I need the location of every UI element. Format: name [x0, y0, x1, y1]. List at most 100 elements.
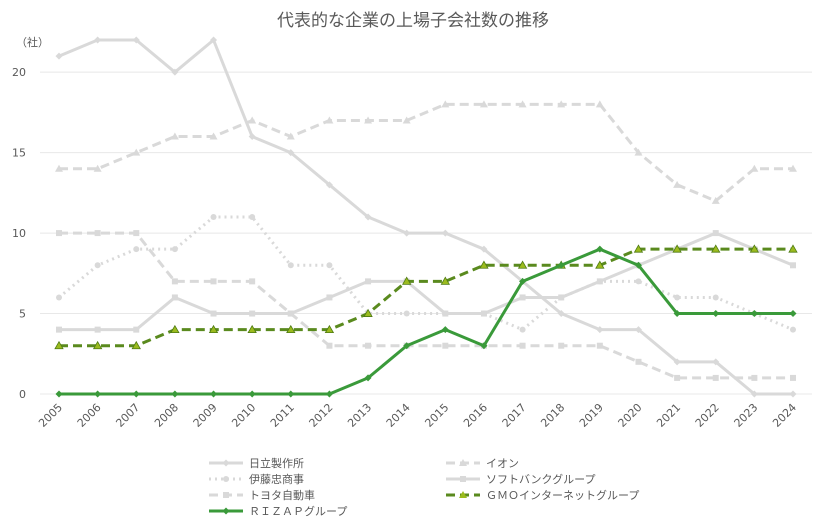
- data-point: [596, 326, 604, 334]
- data-point: [790, 326, 796, 333]
- y-axis-tick-labels: 0 5 10 15 20: [12, 66, 26, 401]
- legend-label: イオン: [486, 457, 519, 470]
- legend-marker: [459, 459, 467, 466]
- y-tick-label: 10: [12, 227, 26, 240]
- data-point: [480, 245, 488, 253]
- data-point: [673, 180, 682, 188]
- legend-label: トヨタ自動車: [249, 488, 315, 502]
- data-point-outline: [92, 340, 103, 350]
- legend-marker: [222, 507, 230, 515]
- data-point: [132, 36, 140, 44]
- series-group: [54, 36, 798, 398]
- data-point: [595, 261, 604, 269]
- legend-label: 日立製作所: [249, 456, 304, 470]
- data-point: [518, 261, 527, 269]
- series-line: [59, 247, 793, 348]
- data-point: [789, 245, 797, 253]
- data-point-outline: [440, 276, 451, 285]
- data-point: [210, 36, 218, 44]
- data-point: [480, 342, 488, 350]
- data-point-outline: [170, 324, 180, 334]
- data-point: [286, 132, 295, 140]
- data-point: [132, 390, 140, 398]
- data-point: [442, 310, 449, 317]
- series-6: [55, 245, 797, 398]
- series-1: [55, 100, 797, 204]
- legend-item: ソフトバンクグループ: [446, 472, 595, 486]
- series-line: [59, 102, 793, 203]
- y-axis-unit-label: （社）: [16, 35, 49, 49]
- data-point: [674, 374, 681, 381]
- series-line: [58, 215, 794, 332]
- legend-marker: [459, 491, 467, 498]
- data-point: [132, 341, 141, 349]
- data-point: [55, 164, 63, 172]
- data-point-outline: [286, 324, 296, 334]
- legend-item: ＧＭＯインターネットグループ: [446, 488, 639, 502]
- data-point-outline: [711, 244, 721, 253]
- data-point-outline: [247, 324, 257, 334]
- legend-item: ＲＩＺＡＰグループ: [209, 504, 347, 518]
- data-point: [674, 294, 681, 301]
- data-point: [635, 358, 642, 365]
- data-point: [133, 326, 140, 333]
- data-point: [441, 100, 450, 108]
- data-point: [325, 116, 334, 124]
- data-point: [557, 261, 565, 269]
- data-point-outline: [633, 244, 644, 253]
- series-0: [55, 36, 797, 398]
- data-point: [93, 341, 102, 349]
- data-point: [479, 100, 488, 108]
- legend-label: ＧＭＯインターネットグループ: [486, 488, 639, 502]
- x-tick-label: 2009: [191, 401, 220, 430]
- x-tick-label: 2005: [36, 401, 65, 430]
- x-tick-label: 2021: [654, 401, 683, 430]
- data-point: [403, 310, 410, 317]
- data-point: [750, 310, 758, 318]
- data-point: [94, 36, 102, 44]
- data-point: [55, 52, 63, 60]
- data-point: [249, 214, 256, 220]
- data-point: [249, 310, 256, 317]
- data-point-outline: [595, 260, 605, 269]
- legend-item: 伊藤忠商事: [209, 472, 304, 486]
- data-point: [519, 342, 526, 349]
- data-point: [365, 342, 372, 349]
- data-point: [750, 245, 759, 253]
- data-point: [634, 148, 643, 156]
- data-point: [171, 246, 178, 253]
- x-tick-label: 2008: [152, 401, 181, 430]
- series-5: [54, 244, 798, 350]
- data-point: [519, 326, 526, 333]
- data-point: [596, 342, 603, 349]
- x-tick-label: 2012: [307, 401, 336, 430]
- data-point: [441, 229, 449, 237]
- legend-label: ＲＩＺＡＰグループ: [249, 504, 347, 518]
- legend-marker: [223, 492, 229, 498]
- chart-title: 代表的な企業の上場子会社数の推移: [277, 11, 549, 31]
- data-point: [56, 230, 62, 237]
- y-tick-label: 5: [19, 308, 26, 321]
- data-point: [595, 100, 604, 108]
- data-point-outline: [517, 260, 528, 269]
- data-point: [402, 116, 411, 124]
- data-point: [365, 278, 372, 285]
- legend-marker: [223, 476, 229, 482]
- data-point: [558, 294, 565, 301]
- y-tick-label: 0: [19, 388, 26, 401]
- data-point: [790, 374, 796, 381]
- data-point: [751, 374, 758, 381]
- data-point: [789, 390, 797, 398]
- data-point: [132, 148, 141, 156]
- data-point: [326, 342, 333, 349]
- x-tick-label: 2018: [538, 401, 567, 430]
- data-point: [479, 261, 488, 269]
- legend-marker: [460, 476, 466, 482]
- data-point: [325, 325, 334, 333]
- data-point: [56, 294, 62, 301]
- data-point: [789, 164, 797, 172]
- data-point: [442, 342, 449, 349]
- x-tick-label: 2010: [229, 401, 258, 430]
- series-line: [59, 231, 793, 380]
- x-tick-label: 2015: [422, 401, 451, 430]
